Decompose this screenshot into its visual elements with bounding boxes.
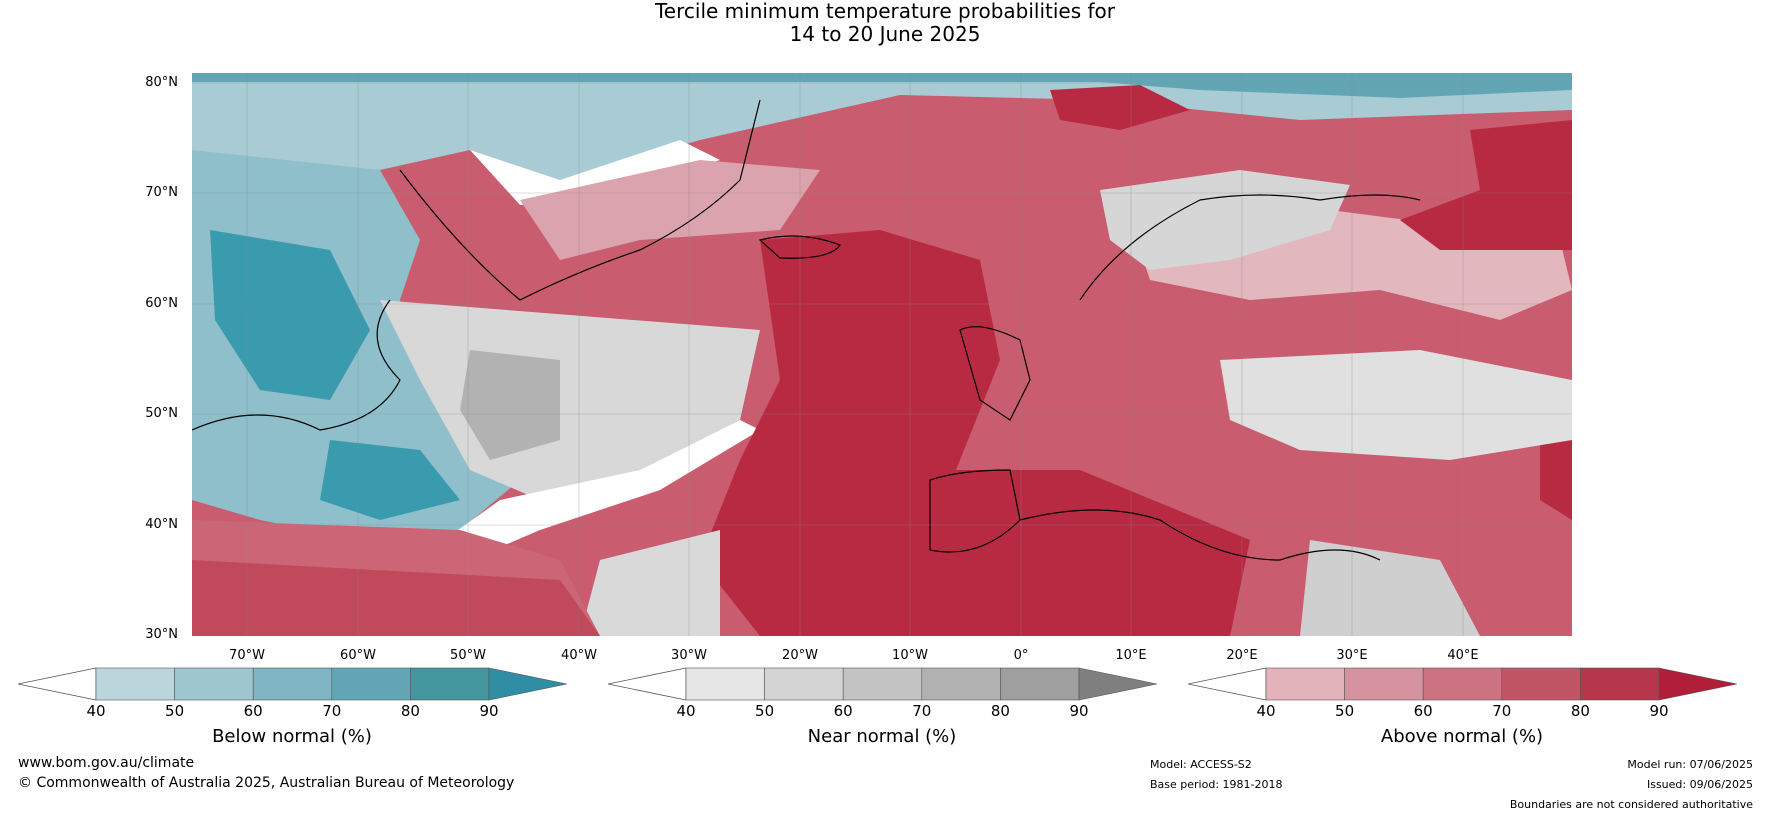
colorbar-segment — [1580, 667, 1660, 701]
colorbar-min-extension — [18, 667, 97, 701]
colorbar-segment — [1000, 667, 1080, 701]
colorbar-tick-label: 40 — [86, 702, 106, 720]
title-line-2: 14 to 20 June 2025 — [789, 22, 981, 46]
below-normal-strong-newfoundland — [320, 440, 460, 520]
below-normal-arctic — [192, 73, 1572, 180]
coastline-north-america — [192, 299, 401, 431]
lon-label-0: 0° — [1013, 648, 1029, 663]
colorbar-tick-label: 80 — [400, 702, 420, 720]
colorbar-segment — [1501, 667, 1581, 701]
model-run-date: Model run: 07/06/2025 — [1627, 758, 1753, 771]
colorbar-tick-label: 60 — [243, 702, 263, 720]
colorbar-min-extension — [608, 667, 687, 701]
above-strong-mediterranean — [900, 470, 1250, 636]
lat-label-50n: 50°N — [145, 406, 178, 421]
lat-label-40n: 40°N — [145, 517, 178, 532]
lon-label-10e: 10°E — [1115, 648, 1147, 663]
white-band-greenland — [470, 140, 720, 205]
colorbar-segment — [921, 667, 1001, 701]
colorbar-tick-label: 70 — [322, 702, 342, 720]
colorbar-tick-label: 40 — [1256, 702, 1276, 720]
below-normal-strong-canada — [210, 230, 370, 400]
colorbar-title-above: Above normal (%) — [1380, 726, 1544, 747]
colorbar-segment — [95, 667, 175, 701]
lon-label-30e: 30°E — [1336, 648, 1368, 663]
colorbar-max-extension — [1658, 667, 1738, 701]
colorbar-max-extension — [488, 667, 568, 701]
colorbar-below-normal — [18, 667, 568, 701]
title-line-1: Tercile minimum temperature probabilitie… — [654, 0, 1116, 23]
colorbar-segment — [331, 667, 411, 701]
chart-title: Tercile minimum temperature probabilitie… — [0, 0, 1770, 46]
colorbar-segment — [842, 667, 923, 701]
boundaries-disclaimer: Boundaries are not considered authoritat… — [1509, 798, 1753, 811]
lon-label-40w: 40°W — [561, 648, 597, 663]
colorbar-tick-label: 90 — [479, 702, 499, 720]
colorbar-tick-label: 80 — [990, 702, 1010, 720]
map-fields — [192, 73, 1572, 636]
colorbar-min-extension — [1188, 667, 1267, 701]
colorbar-near-normal — [608, 667, 1158, 701]
lon-label-70w: 70°W — [229, 648, 265, 663]
near-normal-scandinavia — [1100, 170, 1350, 270]
colorbar-segment — [252, 667, 333, 701]
colorbar-segment — [685, 667, 765, 701]
colorbar-tick-label: 50 — [1335, 702, 1355, 720]
colorbar-title-near: Near normal (%) — [807, 726, 957, 747]
base-period: Base period: 1981-2018 — [1150, 778, 1283, 791]
above-light-greenland-sea — [520, 160, 820, 260]
coastline-british-isles — [959, 326, 1031, 421]
colorbar-tick-label: 90 — [1649, 702, 1669, 720]
coastline-southern-europe — [929, 469, 1381, 561]
near-normal-atlantic — [380, 300, 760, 500]
lon-label-20w: 20°W — [782, 648, 818, 663]
lat-label-80n: 80°N — [145, 75, 178, 90]
colorbar-segment — [1344, 667, 1424, 701]
colorbar-title-below: Below normal (%) — [212, 726, 372, 747]
colorbar-segment — [1422, 667, 1503, 701]
lon-label-60w: 60°W — [340, 648, 376, 663]
lat-label-30n: 30°N — [145, 627, 178, 642]
below-normal-arctic-strong — [192, 73, 1572, 98]
graticule — [192, 73, 1572, 636]
colorbar-tick-label: 80 — [1570, 702, 1590, 720]
near-normal-eastern-europe — [1220, 350, 1572, 460]
colorbar-segment — [1265, 667, 1345, 701]
colorbar-segment — [174, 667, 254, 701]
model-name: Model: ACCESS-S2 — [1150, 758, 1252, 771]
near-normal-mid-atlantic — [460, 350, 560, 460]
issued-date: Issued: 09/06/2025 — [1646, 778, 1753, 791]
colorbar-tick-label: 70 — [912, 702, 932, 720]
colorbar-max-extension — [1078, 667, 1158, 701]
colorbar-tick-label: 70 — [1492, 702, 1512, 720]
lon-label-20e: 20°E — [1226, 648, 1258, 663]
coastline-greenland — [399, 99, 761, 301]
colorbar-segment — [764, 667, 844, 701]
coastline-scandinavia — [1079, 194, 1421, 301]
lat-label-70n: 70°N — [145, 185, 178, 200]
colorbar-tick-label: 60 — [833, 702, 853, 720]
colorbar-tick-label: 90 — [1069, 702, 1089, 720]
colorbar-tick-label: 60 — [1413, 702, 1433, 720]
above-strong-barents — [1050, 85, 1190, 130]
lon-label-50w: 50°W — [450, 648, 486, 663]
lon-label-40e: 40°E — [1447, 648, 1479, 663]
lon-label-10w: 10°W — [892, 648, 928, 663]
near-normal-middle-east — [1300, 540, 1480, 636]
above-strong-ural — [1400, 120, 1572, 250]
above-strong-south-west — [192, 560, 600, 636]
colorbar-segment — [410, 667, 490, 701]
colorbar-tick-label: 40 — [676, 702, 696, 720]
colorbar-tick-label: 50 — [165, 702, 185, 720]
copyright-text: © Commonwealth of Australia 2025, Austra… — [18, 775, 515, 791]
colorbar-tick-label: 50 — [755, 702, 775, 720]
colorbar-above-normal — [1188, 667, 1738, 701]
lon-label-30w: 30°W — [671, 648, 707, 663]
website-link[interactable]: www.bom.gov.au/climate — [18, 755, 195, 771]
lat-label-60n: 60°N — [145, 296, 178, 311]
near-normal-subtropical — [580, 530, 720, 636]
above-strong-caspian — [1540, 420, 1572, 520]
